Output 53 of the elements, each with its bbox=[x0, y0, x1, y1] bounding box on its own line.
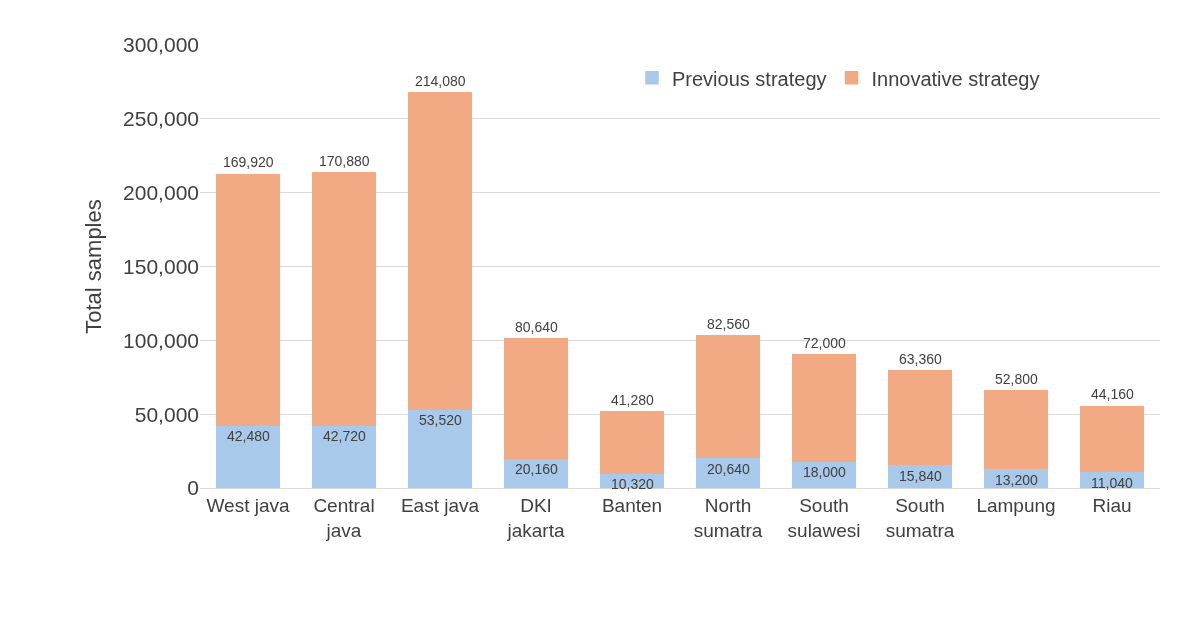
data-label: 214,080 bbox=[415, 73, 466, 89]
bar bbox=[599, 411, 665, 474]
data-label: 169,920 bbox=[223, 154, 274, 170]
data-label: 13,200 bbox=[995, 472, 1039, 488]
bar bbox=[407, 92, 473, 410]
bar bbox=[887, 370, 953, 466]
data-label: 42,720 bbox=[323, 428, 367, 444]
x-tick-label: Riau bbox=[1092, 494, 1132, 516]
x-tick-label: East java bbox=[400, 494, 480, 516]
data-label: 10,320 bbox=[611, 476, 655, 492]
bar bbox=[311, 171, 377, 426]
data-label: 11,040 bbox=[1091, 475, 1133, 491]
bar bbox=[503, 338, 569, 459]
y-tick-label: 150,000 bbox=[123, 254, 199, 278]
data-label: 44,160 bbox=[1091, 386, 1135, 402]
y-tick-label: 100,000 bbox=[123, 328, 199, 352]
data-label: 53,520 bbox=[419, 412, 463, 428]
legend-label: Innovative strategy bbox=[871, 67, 1040, 90]
x-tick-label: South sulawesi bbox=[787, 494, 861, 541]
data-label: 20,160 bbox=[515, 461, 559, 477]
data-label: 52,800 bbox=[995, 371, 1039, 387]
x-tick-label: DKI jakarta bbox=[506, 494, 565, 541]
x-tick-label: Lampung bbox=[976, 494, 1056, 516]
y-tick-label: 250,000 bbox=[123, 107, 199, 131]
data-label: 170,880 bbox=[319, 153, 370, 169]
bar bbox=[983, 389, 1049, 470]
bar bbox=[791, 354, 857, 463]
y-tick-label: 300,000 bbox=[123, 33, 199, 57]
bar bbox=[311, 424, 377, 488]
x-tick-label: West java bbox=[206, 494, 290, 516]
data-label: 20,640 bbox=[707, 461, 751, 477]
data-label: 82,560 bbox=[707, 316, 751, 332]
y-tick-label: 200,000 bbox=[123, 181, 199, 205]
bar bbox=[215, 173, 281, 427]
bar bbox=[695, 334, 761, 459]
bar bbox=[1079, 405, 1145, 473]
data-label: 72,000 bbox=[803, 335, 847, 351]
x-tick-label: South sumatra bbox=[885, 494, 955, 541]
x-tick-label: Central java bbox=[313, 494, 375, 541]
data-label: 18,000 bbox=[803, 464, 847, 480]
y-tick-label: 50,000 bbox=[134, 402, 199, 426]
legend-label: Previous strategy bbox=[672, 67, 827, 90]
data-label: 63,360 bbox=[899, 351, 943, 367]
data-label: 41,280 bbox=[611, 392, 655, 408]
data-label: 15,840 bbox=[899, 468, 943, 484]
data-label: 80,640 bbox=[515, 319, 559, 335]
x-tick-label: North sumatra bbox=[693, 494, 763, 541]
bar bbox=[407, 408, 473, 488]
x-tick-label: Banten bbox=[601, 494, 663, 516]
y-axis-title: Total samples bbox=[80, 199, 106, 334]
bar bbox=[215, 424, 281, 488]
data-label: 42,480 bbox=[227, 428, 271, 444]
y-tick-label: 0 bbox=[187, 476, 199, 500]
